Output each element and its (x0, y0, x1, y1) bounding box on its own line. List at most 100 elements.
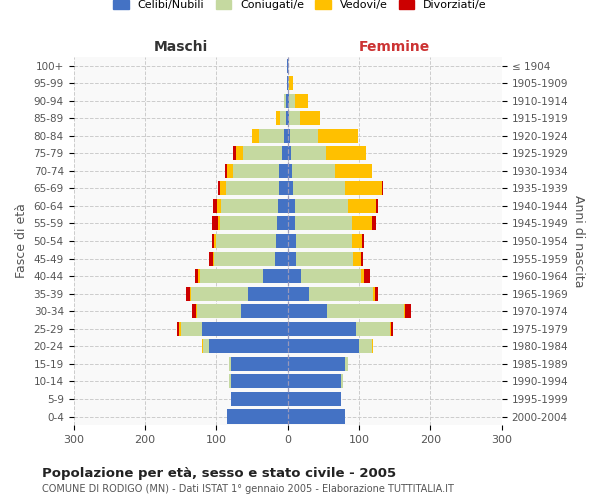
Bar (296, 252, 353, 266)
Bar (230, 392, 287, 406)
Bar (220, 182, 226, 196)
Bar (248, 286, 287, 300)
Text: Femmine: Femmine (359, 40, 430, 54)
Bar (287, 286, 309, 300)
Bar (225, 164, 227, 178)
Bar (277, 216, 287, 230)
Bar (289, 76, 293, 90)
Bar (376, 199, 377, 213)
Text: Maschi: Maschi (154, 40, 208, 54)
Bar (287, 146, 290, 160)
Bar (287, 252, 296, 266)
Bar (356, 322, 390, 336)
Bar (226, 182, 279, 196)
Text: Popolazione per età, sesso e stato civile - 2005: Popolazione per età, sesso e stato civil… (42, 468, 396, 480)
Legend: Celibi/Nubili, Coniugati/e, Vedovi/e, Divorziati/e: Celibi/Nubili, Coniugati/e, Vedovi/e, Di… (109, 0, 491, 15)
Bar (200, 269, 263, 283)
Bar (202, 322, 287, 336)
Bar (192, 304, 196, 318)
Bar (221, 199, 278, 213)
Bar (390, 322, 391, 336)
Y-axis label: Fasce di età: Fasce di età (15, 204, 28, 279)
Bar (276, 234, 287, 248)
Bar (287, 128, 290, 142)
Bar (353, 252, 361, 266)
Bar (227, 164, 233, 178)
Bar (406, 304, 411, 318)
Bar (214, 199, 217, 213)
Bar (278, 199, 287, 213)
Bar (217, 199, 221, 213)
Bar (276, 111, 280, 125)
Bar (230, 374, 287, 388)
Bar (287, 76, 289, 90)
Bar (295, 216, 352, 230)
Bar (218, 216, 220, 230)
Bar (229, 374, 230, 388)
Bar (259, 128, 284, 142)
Bar (372, 216, 376, 230)
Bar (227, 410, 287, 424)
Bar (292, 164, 335, 178)
Bar (236, 146, 243, 160)
Bar (282, 146, 287, 160)
Bar (287, 410, 345, 424)
Bar (233, 164, 279, 178)
Bar (275, 252, 287, 266)
Bar (279, 182, 287, 196)
Bar (287, 199, 295, 213)
Bar (179, 322, 181, 336)
Bar (345, 182, 382, 196)
Bar (364, 269, 370, 283)
Bar (287, 164, 292, 178)
Bar (213, 252, 214, 266)
Y-axis label: Anni di nascita: Anni di nascita (572, 195, 585, 288)
Bar (286, 111, 287, 125)
Bar (361, 269, 364, 283)
Bar (241, 304, 287, 318)
Bar (233, 146, 236, 160)
Bar (287, 392, 341, 406)
Bar (326, 146, 365, 160)
Bar (284, 128, 287, 142)
Bar (287, 304, 327, 318)
Bar (279, 164, 287, 178)
Bar (280, 111, 286, 125)
Bar (373, 286, 375, 300)
Bar (361, 252, 362, 266)
Bar (301, 269, 361, 283)
Bar (375, 286, 379, 300)
Bar (214, 252, 275, 266)
Bar (209, 252, 213, 266)
Bar (319, 128, 358, 142)
Bar (287, 374, 341, 388)
Bar (243, 146, 282, 160)
Bar (289, 111, 300, 125)
Bar (295, 94, 308, 108)
Bar (190, 286, 191, 300)
Bar (212, 234, 214, 248)
Bar (359, 340, 372, 353)
Bar (290, 128, 319, 142)
Bar (349, 199, 376, 213)
Bar (212, 216, 218, 230)
Bar (287, 111, 289, 125)
Bar (391, 322, 392, 336)
Bar (287, 357, 345, 371)
Bar (404, 304, 406, 318)
Bar (296, 234, 352, 248)
Bar (284, 94, 286, 108)
Bar (196, 304, 197, 318)
Bar (295, 199, 349, 213)
Bar (177, 322, 179, 336)
Bar (382, 182, 383, 196)
Bar (362, 234, 364, 248)
Bar (230, 357, 287, 371)
Bar (263, 269, 287, 283)
Bar (197, 304, 241, 318)
Bar (287, 322, 356, 336)
Bar (252, 128, 259, 142)
Bar (286, 94, 287, 108)
Bar (287, 234, 296, 248)
Bar (290, 146, 326, 160)
